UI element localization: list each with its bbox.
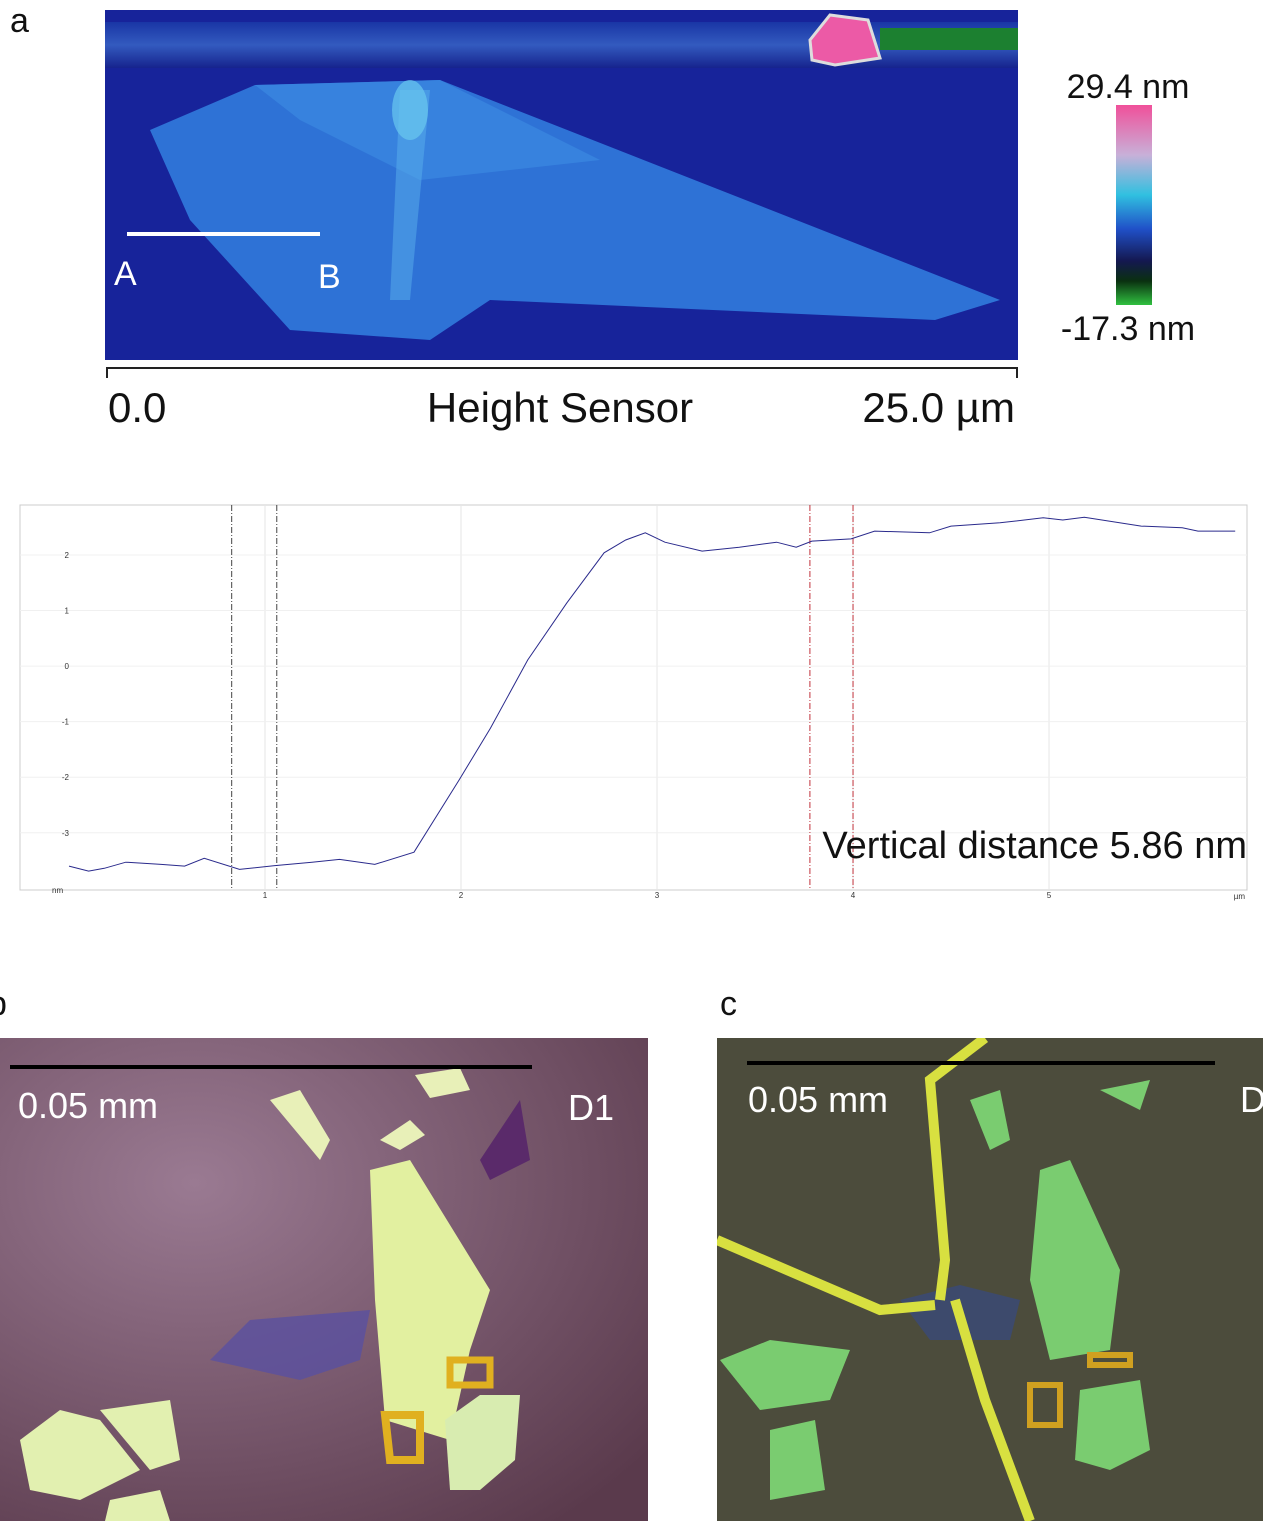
profile-chart: 1 2 3 4 5 -3 -2 -1 0 1 2 nm µm Vertical distance 5.86… — [20, 505, 1247, 901]
axis-start: 0.0 — [108, 384, 166, 431]
x-tick-label: 1 — [263, 891, 268, 900]
scale-label: 0.05 mm — [748, 1079, 888, 1120]
figure: a A B 29.4 nm -17.3 nm 0.0 Height Sensor… — [0, 0, 1263, 1521]
annotation: Vertical distance 5.86 nm — [822, 825, 1247, 867]
device-label: D1 — [568, 1087, 614, 1128]
scale-axis — [107, 368, 1017, 378]
panel-label: b — [0, 985, 7, 1023]
x-tick-label: 3 — [655, 891, 660, 900]
scale-label: 0.05 mm — [18, 1085, 158, 1126]
colorbar-max: 29.4 nm — [1067, 68, 1190, 106]
marker: A — [114, 255, 137, 293]
x-tick-label: 4 — [851, 891, 856, 900]
colorbar — [1116, 105, 1152, 305]
panel-label: c — [720, 985, 737, 1023]
x-tick-label: 2 — [459, 891, 464, 900]
y-tick-label: 0 — [65, 662, 70, 671]
afm-image — [105, 10, 1018, 360]
y-tick-label: -3 — [62, 829, 70, 838]
panel-label: a — [10, 2, 29, 40]
marker: B — [318, 258, 341, 296]
y-tick-label: -2 — [62, 773, 70, 782]
y-tick-label: 1 — [65, 607, 70, 616]
colorbar-min: -17.3 nm — [1061, 310, 1195, 348]
axis-end: 25.0 µm — [862, 384, 1015, 431]
y-tick-label: -1 — [62, 718, 70, 727]
x-tick-label: 5 — [1047, 891, 1052, 900]
x-axis-label: µm — [1234, 892, 1246, 901]
device-label: D — [1240, 1079, 1263, 1120]
y-tick-label: 2 — [65, 551, 70, 560]
y-axis-label: nm — [52, 886, 63, 895]
axis-title: Height Sensor — [427, 384, 693, 431]
